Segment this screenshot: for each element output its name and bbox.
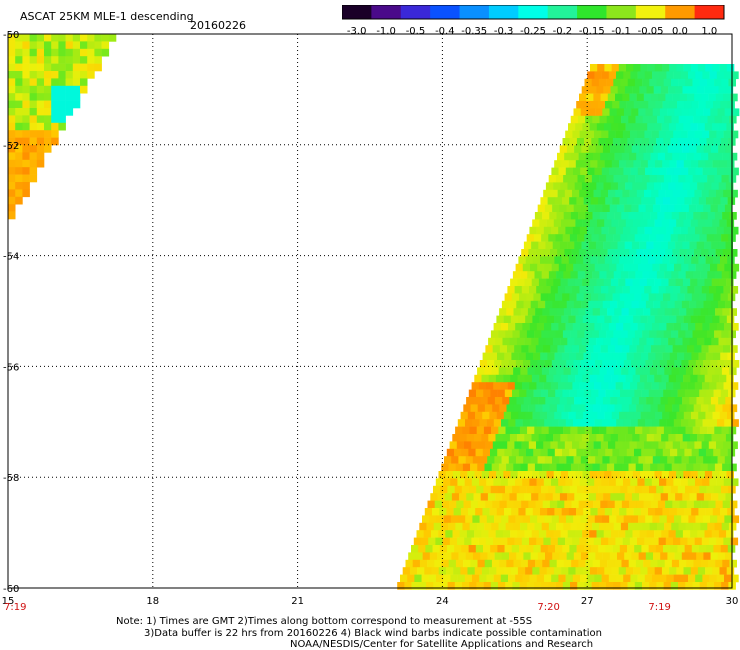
colorbar-label: -0.1 (611, 26, 631, 35)
lat-label: -60 (3, 584, 19, 595)
note-line-2: 3)Data buffer is 22 hrs from 20160226 4)… (144, 628, 602, 639)
colorbar-label: -0.3 (494, 26, 514, 35)
colorbar-swatch (694, 5, 725, 19)
colorbar-swatch (518, 5, 549, 19)
colorbar-label: -0.4 (435, 26, 455, 35)
colorbar: -3.0 -1.0 -0.5 -0.4 -0.35 -0.3 -0.25 -0.2 -0.15-… (342, 5, 725, 35)
pass-time: 7:19 (4, 602, 26, 613)
map-frame (7, 33, 733, 589)
colorbar-label: -1.0 (376, 26, 396, 35)
colorbar-swatch (547, 5, 578, 19)
colorbar-swatch (430, 5, 461, 19)
pass-time: 7:20 (537, 602, 559, 613)
lat-label: -56 (3, 362, 19, 373)
lat-label: -54 (3, 252, 19, 263)
colorbar-swatch (371, 5, 402, 19)
lon-label: 18 (146, 596, 159, 607)
lat-label: -58 (3, 473, 19, 484)
colorbar-swatch (459, 5, 490, 19)
colorbar-label: -3.0 (347, 26, 367, 35)
lat-label: -52 (3, 141, 19, 152)
lat-label: -50 (3, 30, 19, 41)
note-line-3: NOAA/NESDIS/Center for Satellite Applica… (290, 639, 594, 650)
colorbar-label: 0.0 (672, 26, 688, 35)
colorbar-label: -0.25 (520, 26, 546, 35)
colorbar-swatch (342, 5, 372, 19)
colorbar-swatch (400, 5, 431, 19)
colorbar-swatch (635, 5, 666, 19)
colorbar-swatch (488, 5, 519, 19)
colorbar-label: -0.5 (406, 26, 426, 35)
colorbar-label: 1.0 (701, 26, 717, 35)
colorbar-swatch (577, 5, 607, 19)
note-line-1: Note: 1) Times are GMT 2)Times along bot… (116, 616, 533, 627)
lon-label: 30 (726, 596, 739, 607)
product-title: ASCAT 25KM MLE-1 descending (20, 10, 194, 23)
lon-label: 15 (2, 596, 15, 607)
colorbar-label: -0.05 (638, 26, 664, 35)
colorbar-label: -0.2 (553, 26, 573, 35)
pass-time: 7:19 (648, 602, 670, 613)
lon-label: 27 (581, 596, 594, 607)
lon-label: 24 (436, 596, 449, 607)
colorbar-label: -0.35 (461, 26, 487, 35)
colorbar-label: -0.15 (579, 26, 605, 35)
product-date: 20160226 (190, 19, 246, 32)
colorbar-swatch (606, 5, 637, 19)
swath-cells (8, 34, 740, 590)
colorbar-swatch (665, 5, 696, 19)
lon-label: 21 (291, 596, 304, 607)
